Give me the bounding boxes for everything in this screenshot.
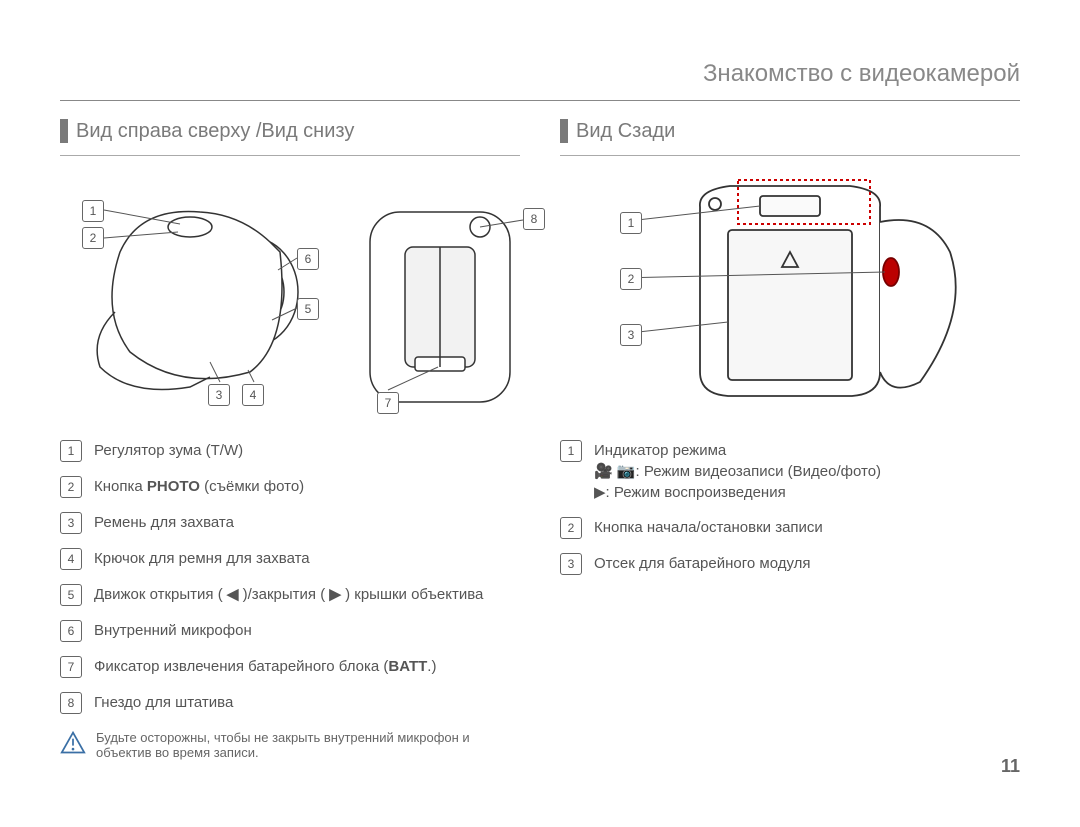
item-number-box: 6 [60, 620, 82, 642]
list-item: 3 Ремень для захвата [60, 512, 520, 534]
callout-box: 7 [377, 392, 399, 414]
list-item: 1 Регулятор зума (T/W) [60, 440, 520, 462]
right-column: Вид Сзади [560, 119, 1020, 760]
item-number-box: 4 [60, 548, 82, 570]
list-item: 2 Кнопка начала/остановки записи [560, 517, 1020, 539]
left-title-text: Вид справа сверху /Вид снизу [76, 120, 354, 143]
camcorder-rear-svg [620, 172, 1000, 412]
item-number-box: 1 [60, 440, 82, 462]
list-item: 3 Отсек для батарейного модуля [560, 553, 1020, 575]
callout-box: 4 [242, 384, 264, 406]
item-text: Кнопка PHOTO (съёмки фото) [94, 476, 304, 497]
item-text: Гнездо для штатива [94, 692, 233, 713]
item-text: Движок открытия ( ◀ )/закрытия ( ▶ ) кры… [94, 584, 483, 605]
list-item: 6 Внутренний микрофон [60, 620, 520, 642]
list-item: 4 Крючок для ремня для захвата [60, 548, 520, 570]
item-number-box: 3 [560, 553, 582, 575]
left-subrule [60, 155, 520, 156]
list-item: 2 Кнопка PHOTO (съёмки фото) [60, 476, 520, 498]
item-text: Ремень для захвата [94, 512, 234, 533]
columns: Вид справа сверху /Вид снизу [60, 119, 1020, 760]
item-number-box: 8 [60, 692, 82, 714]
callout-box: 2 [82, 227, 104, 249]
left-section-title: Вид справа сверху /Вид снизу [60, 119, 520, 143]
right-parts-list: 1 Индикатор режима🎥 📷: Режим видеозаписи … [560, 440, 1020, 575]
right-section-title: Вид Сзади [560, 119, 1020, 143]
item-number-box: 2 [60, 476, 82, 498]
callout-box: 6 [297, 248, 319, 270]
item-number-box: 3 [60, 512, 82, 534]
page-header: Знакомство с видеокамерой [60, 60, 1020, 100]
left-parts-list: 1 Регулятор зума (T/W) 2 Кнопка PHOTO (съём… [60, 440, 520, 714]
list-item: 7 Фиксатор извлечения батарейного блока (… [60, 656, 520, 678]
callout-box: 1 [620, 212, 642, 234]
item-number-box: 1 [560, 440, 582, 462]
section-bar-icon [60, 119, 68, 143]
left-diagram: 12345678 [60, 172, 520, 432]
callout-box: 3 [208, 384, 230, 406]
callout-box: 1 [82, 200, 104, 222]
right-title-text: Вид Сзади [576, 120, 675, 143]
callout-box: 5 [297, 298, 319, 320]
right-subrule [560, 155, 1020, 156]
item-number-box: 2 [560, 517, 582, 539]
item-number-box: 5 [60, 584, 82, 606]
left-column: Вид справа сверху /Вид снизу [60, 119, 520, 760]
item-text: Фиксатор извлечения батарейного блока (B… [94, 656, 436, 677]
item-number-box: 7 [60, 656, 82, 678]
item-text: Кнопка начала/остановки записи [594, 517, 823, 538]
callout-box: 2 [620, 268, 642, 290]
list-item: 8 Гнездо для штатива [60, 692, 520, 714]
warning-icon [60, 730, 86, 756]
callout-box: 8 [523, 208, 545, 230]
list-item: 5 Движок открытия ( ◀ )/закрытия ( ▶ ) кр… [60, 584, 520, 606]
camcorder-top-bottom-svg [60, 172, 540, 422]
section-bar-icon [560, 119, 568, 143]
list-item: 1 Индикатор режима🎥 📷: Режим видеозаписи … [560, 440, 1020, 503]
item-text: Индикатор режима🎥 📷: Режим видеозаписи (… [594, 440, 881, 503]
item-text: Внутренний микрофон [94, 620, 252, 641]
header-rule [60, 100, 1020, 101]
right-diagram: 1 2 3 [560, 172, 1020, 432]
note-text: Будьте осторожны, чтобы не закрыть внутр… [96, 730, 520, 760]
caution-note: Будьте осторожны, чтобы не закрыть внутр… [60, 730, 520, 760]
item-text: Регулятор зума (T/W) [94, 440, 243, 461]
page-number: 11 [1001, 756, 1020, 777]
item-text: Отсек для батарейного модуля [594, 553, 811, 574]
item-text: Крючок для ремня для захвата [94, 548, 310, 569]
callout-box: 3 [620, 324, 642, 346]
